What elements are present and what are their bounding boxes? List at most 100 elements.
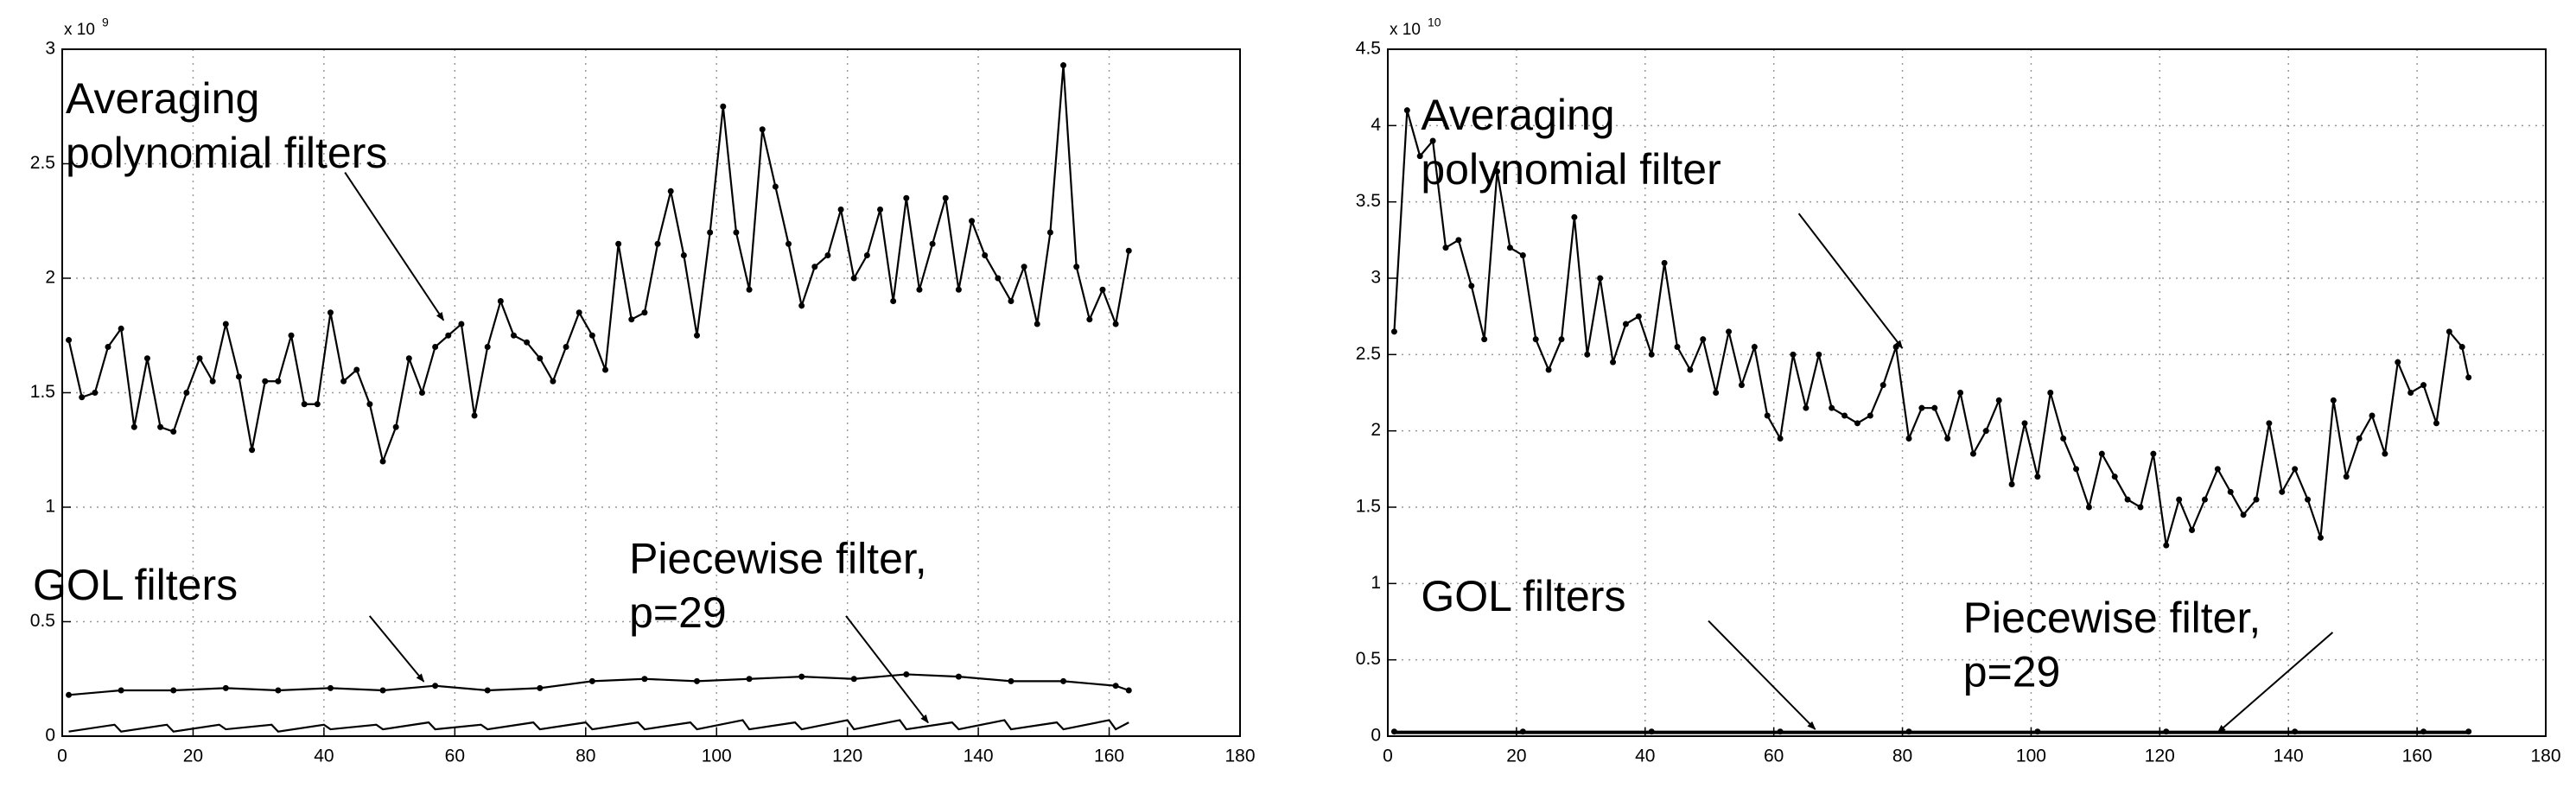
point — [563, 344, 569, 350]
point — [929, 240, 936, 247]
point — [2382, 450, 2388, 457]
point — [2420, 382, 2427, 389]
point — [720, 103, 727, 110]
point — [1021, 264, 1027, 270]
x-tick-label: 120 — [832, 747, 862, 766]
point — [1726, 328, 1733, 335]
y-tick-label: 4.5 — [1356, 39, 1381, 59]
point — [1034, 321, 1040, 327]
point — [1584, 351, 1591, 358]
point — [850, 676, 857, 683]
y-tick-label: 2 — [45, 268, 55, 288]
point — [1455, 237, 1462, 244]
x-tick-label: 20 — [183, 747, 203, 766]
point — [1969, 450, 1976, 457]
point — [2317, 534, 2324, 541]
point — [537, 684, 544, 691]
point — [890, 298, 897, 304]
point — [1622, 321, 1629, 327]
annotation-arrow — [368, 615, 425, 683]
point — [118, 687, 124, 694]
point — [2465, 374, 2472, 381]
point — [1506, 245, 1513, 251]
y-tick-label: 0.5 — [30, 611, 55, 631]
point — [2176, 496, 2183, 503]
point — [196, 355, 203, 362]
point — [484, 687, 491, 694]
point — [366, 401, 373, 408]
point — [588, 332, 595, 339]
point — [524, 339, 531, 346]
point — [811, 264, 818, 270]
point — [982, 252, 989, 258]
y-scale-base: x 10 — [1390, 21, 1421, 39]
y-tick-label: 2 — [1371, 420, 1381, 440]
annotation: p=29 — [1963, 648, 2061, 696]
y-tick-label: 0 — [45, 726, 55, 746]
point — [2085, 504, 2092, 511]
point — [2343, 473, 2350, 480]
point — [471, 412, 478, 419]
point — [1687, 366, 1694, 373]
point — [1571, 213, 1578, 220]
x-tick-label: 180 — [2530, 747, 2560, 766]
point — [79, 394, 86, 401]
point — [235, 373, 242, 380]
point — [2227, 488, 2234, 495]
point — [209, 378, 216, 384]
point — [497, 298, 504, 304]
x-tick-label: 160 — [2402, 747, 2433, 766]
point — [1610, 359, 1617, 365]
point — [2008, 481, 2015, 487]
point — [694, 677, 701, 684]
point — [1481, 336, 1488, 343]
point — [1829, 404, 1835, 411]
x-tick-label: 60 — [1764, 747, 1784, 766]
point — [942, 194, 949, 201]
point — [105, 344, 111, 350]
point — [2279, 488, 2286, 495]
point — [1841, 412, 1848, 419]
point — [432, 344, 439, 350]
point — [1008, 298, 1014, 304]
point — [707, 229, 714, 236]
point — [1060, 62, 1067, 69]
point — [601, 366, 608, 373]
y-scale-exponent: 10 — [1428, 16, 1441, 29]
x-tick-label: 80 — [576, 747, 595, 766]
point — [798, 302, 805, 309]
point — [157, 423, 164, 430]
annotation: Averaging — [66, 74, 259, 123]
point — [2395, 359, 2401, 365]
x-tick-label: 20 — [1506, 747, 1526, 766]
point — [2433, 420, 2439, 427]
point — [2369, 412, 2376, 419]
point — [2356, 435, 2363, 442]
annotation: Piecewise filter, — [629, 534, 927, 582]
y-tick-label: 0.5 — [1356, 649, 1381, 669]
point — [1816, 351, 1822, 358]
point — [275, 687, 282, 694]
series-line — [67, 65, 1130, 465]
point — [1905, 435, 1912, 442]
point — [798, 673, 805, 680]
point — [537, 355, 544, 362]
point — [2060, 435, 2067, 442]
point — [1635, 313, 1642, 320]
x-tick-label: 120 — [2145, 747, 2175, 766]
point — [955, 673, 962, 680]
point — [1429, 137, 1436, 144]
annotation-arrow — [2217, 632, 2334, 734]
point — [327, 309, 334, 316]
x-tick-label: 0 — [1383, 747, 1393, 766]
point — [1982, 428, 1989, 435]
point — [903, 670, 910, 677]
point — [969, 218, 976, 225]
point — [1060, 677, 1067, 684]
x-tick-label: 160 — [1094, 747, 1124, 766]
annotation-arrow — [1708, 620, 1816, 730]
point — [1713, 390, 1720, 396]
point — [2163, 542, 2170, 549]
point — [143, 355, 150, 362]
y-tick-label: 2.5 — [30, 153, 55, 173]
